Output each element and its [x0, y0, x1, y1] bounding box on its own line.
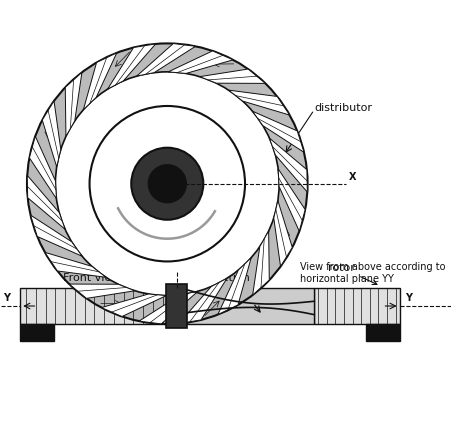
Text: X: X [349, 172, 357, 182]
Circle shape [55, 72, 279, 295]
Text: Y: Y [3, 293, 10, 303]
Text: X: X [171, 172, 178, 181]
Polygon shape [137, 43, 196, 76]
Polygon shape [274, 200, 292, 267]
Polygon shape [168, 51, 233, 74]
Bar [187, 288, 314, 324]
Polygon shape [45, 252, 106, 277]
Polygon shape [69, 284, 135, 298]
Polygon shape [29, 136, 56, 199]
Circle shape [131, 147, 203, 220]
Polygon shape [83, 53, 117, 110]
Polygon shape [101, 294, 166, 316]
Text: rotor: rotor [328, 263, 377, 285]
Text: distributor: distributor [314, 103, 372, 113]
Polygon shape [179, 278, 227, 323]
Circle shape [90, 106, 245, 261]
Polygon shape [108, 44, 155, 89]
Polygon shape [228, 90, 290, 115]
Polygon shape [65, 72, 82, 136]
Polygon shape [253, 231, 269, 295]
Text: XX section: XX section [191, 273, 250, 283]
Text: View from above according to: View from above according to [300, 262, 446, 272]
Polygon shape [218, 258, 251, 315]
Polygon shape [200, 69, 265, 83]
Text: rotor: rotor [137, 128, 164, 138]
Polygon shape [253, 111, 304, 152]
Text: Front view: Front view [63, 273, 120, 283]
Text: Y: Y [405, 293, 412, 303]
Circle shape [27, 43, 308, 324]
Polygon shape [30, 215, 82, 256]
Polygon shape [27, 175, 65, 229]
Polygon shape [278, 169, 305, 231]
Polygon shape [42, 101, 61, 167]
Text: horizontal plane YY: horizontal plane YY [300, 273, 394, 283]
Circle shape [148, 165, 186, 203]
Bar [314, 288, 400, 324]
Bar [20, 288, 166, 324]
Bar [20, 324, 54, 341]
Bar [366, 324, 400, 341]
Polygon shape [269, 138, 307, 192]
Bar [166, 284, 187, 328]
Polygon shape [139, 291, 198, 324]
